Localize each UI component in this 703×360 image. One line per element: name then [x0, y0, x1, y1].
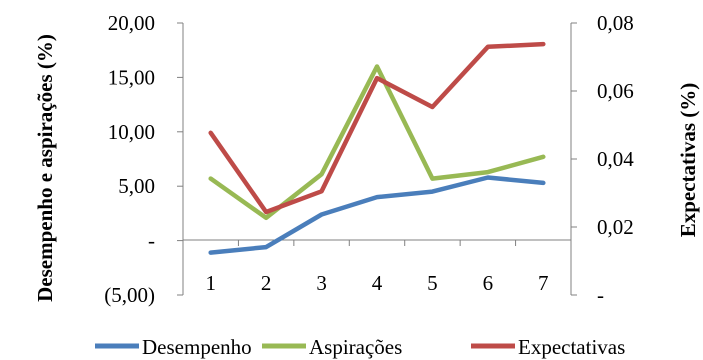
legend: Desempenho Aspirações Expectativas	[95, 335, 625, 359]
legend-label: Expectativas	[518, 335, 625, 359]
series-layer	[208, 41, 546, 255]
right-tick-label: 0,08	[597, 11, 634, 35]
x-tick-label: 5	[427, 271, 438, 295]
left-tick-label: 20,00	[108, 11, 155, 35]
right-tick-label: -	[597, 283, 604, 307]
series-line-expectativas	[208, 41, 546, 215]
x-tick-label: 7	[538, 271, 549, 295]
series-line-desempenho	[208, 175, 546, 255]
legend-item-aspiracoes: Aspirações	[262, 335, 402, 359]
x-tick-label: 4	[372, 271, 383, 295]
left-tick-label: 5,00	[118, 174, 155, 198]
x-tick-label: 1	[205, 271, 216, 295]
right-axis-title: Expectativas (%)	[676, 83, 700, 238]
series-line-aspiracoes	[208, 64, 546, 221]
legend-label: Aspirações	[309, 335, 402, 359]
left-y-axis: (5,00) - 5,00 10,00 15,00 20,00	[104, 11, 184, 307]
legend-item-desempenho: Desempenho	[95, 335, 252, 359]
legend-label: Desempenho	[142, 335, 252, 359]
left-axis-title: Desempenho e aspirações (%)	[33, 34, 57, 302]
right-tick-label: 0,04	[597, 147, 634, 171]
x-tick-label: 2	[261, 271, 272, 295]
right-y-axis: - 0,02 0,04 0,06 0,08	[570, 11, 634, 307]
left-tick-label: -	[148, 229, 155, 253]
right-tick-label: 0,02	[597, 215, 634, 239]
legend-item-expectativas: Expectativas	[471, 335, 625, 359]
x-tick-label: 6	[483, 271, 494, 295]
left-tick-label: 10,00	[108, 120, 155, 144]
x-axis: 1 2 3 4 5 6 7	[182, 239, 572, 295]
right-tick-label: 0,06	[597, 79, 634, 103]
left-tick-label: (5,00)	[104, 283, 155, 307]
left-tick-label: 15,00	[108, 65, 155, 89]
x-tick-label: 3	[316, 271, 327, 295]
